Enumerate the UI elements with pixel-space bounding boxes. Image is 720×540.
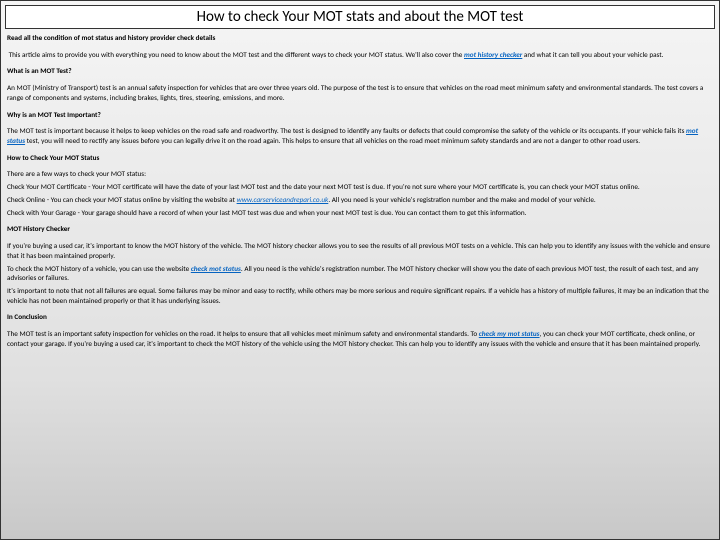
check-online: Check Online - You can check your MOT st…	[7, 195, 713, 205]
check-certificate: Check Your MOT Certificate - Your MOT ce…	[7, 182, 713, 192]
history-p3: It's important to note that not all fail…	[7, 286, 713, 305]
check-intro: There are a few ways to check your MOT s…	[7, 169, 713, 179]
why-text-a: The MOT test is important because it hel…	[7, 126, 686, 135]
intro-paragraph: This article aims to provide you with ev…	[7, 50, 713, 60]
intro-text-a: This article aims to provide you with ev…	[9, 50, 464, 59]
check-garage: Check with Your Garage - Your garage sho…	[7, 208, 713, 218]
check-my-mot-status-link[interactable]: check my mot status	[479, 329, 540, 338]
check-online-b: . All you need is your vehicle's registr…	[328, 195, 595, 204]
conclusion-paragraph: The MOT test is an important safety insp…	[7, 329, 713, 348]
conclusion-a: The MOT test is an important safety insp…	[7, 329, 479, 338]
website-link[interactable]: www.carserviceandrepari.co.uk	[237, 195, 329, 204]
heading-conclusion: In Conclusion	[7, 312, 713, 322]
heading-what-is-mot: What is an MOT Test?	[7, 66, 713, 76]
what-is-mot-paragraph: An MOT (Ministry of Transport) test is a…	[7, 83, 713, 102]
history-p1: If you're buying a used car, it's import…	[7, 241, 713, 260]
heading-how-to-check: How to Check Your MOT Status	[7, 153, 713, 163]
heading-why-important: Why is an MOT Test Important?	[7, 110, 713, 120]
page-title: How to check Your MOT stats and about th…	[5, 5, 715, 29]
mot-history-checker-link[interactable]: mot history checker	[464, 50, 522, 59]
why-text-b: test, you will need to rectify any issue…	[25, 136, 640, 145]
article-body: Read all the condition of mot status and…	[5, 33, 715, 349]
heading-history-checker: MOT History Checker	[7, 224, 713, 234]
history-p2: To check the MOT history of a vehicle, y…	[7, 264, 713, 283]
check-mot-status-link[interactable]: check mot status	[191, 264, 241, 273]
subtitle: Read all the condition of mot status and…	[7, 33, 713, 43]
history-p2-a: To check the MOT history of a vehicle, y…	[7, 264, 191, 273]
check-online-a: Check Online - You can check your MOT st…	[7, 195, 237, 204]
intro-text-b: and what it can tell you about your vehi…	[522, 50, 663, 59]
why-important-paragraph: The MOT test is important because it hel…	[7, 126, 713, 145]
